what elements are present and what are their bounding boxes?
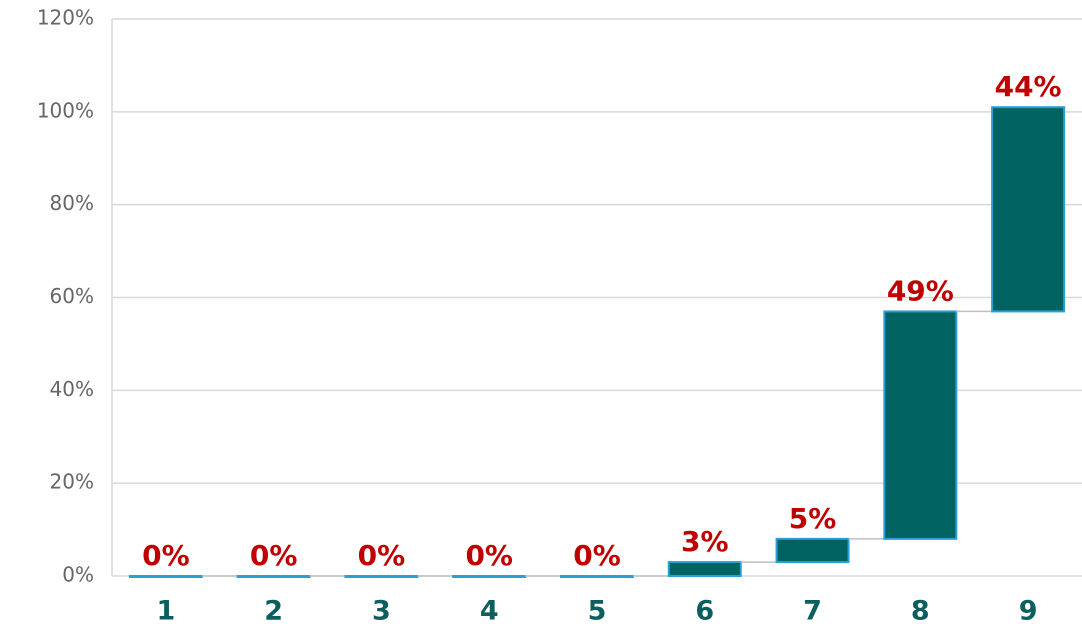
data-label: 0%	[465, 539, 513, 572]
bar	[236, 575, 311, 578]
x-tick-label: 4	[480, 596, 499, 627]
y-tick-label: 20%	[50, 470, 94, 494]
data-label: 5%	[789, 502, 837, 535]
y-tick-label: 120%	[37, 6, 94, 30]
data-label: 0%	[142, 539, 190, 572]
data-label: 0%	[250, 539, 298, 572]
x-tick-label: 5	[588, 596, 607, 627]
data-label: 0%	[358, 539, 406, 572]
y-tick-label: 40%	[50, 377, 94, 401]
data-label: 3%	[681, 525, 729, 558]
x-tick-label: 9	[1019, 596, 1038, 627]
bar	[667, 561, 742, 578]
y-tick-label: 100%	[37, 98, 94, 122]
bar	[452, 575, 527, 578]
x-tick-label: 8	[911, 596, 930, 627]
y-tick-label: 80%	[50, 191, 94, 215]
x-tick-label: 7	[803, 596, 822, 627]
x-tick-label: 6	[695, 596, 714, 627]
bar	[344, 575, 419, 578]
data-label: 49%	[887, 274, 954, 307]
bar	[991, 106, 1066, 313]
data-label: 0%	[573, 539, 621, 572]
y-tick-label: 0%	[62, 563, 94, 587]
y-tick-label: 60%	[50, 284, 94, 308]
bar	[775, 537, 850, 564]
x-tick-label: 1	[156, 596, 175, 627]
x-tick-label: 3	[372, 596, 391, 627]
bar	[128, 575, 203, 578]
x-tick-label: 2	[264, 596, 283, 627]
bar	[883, 310, 958, 540]
bar	[560, 575, 634, 578]
data-label: 44%	[995, 70, 1062, 103]
